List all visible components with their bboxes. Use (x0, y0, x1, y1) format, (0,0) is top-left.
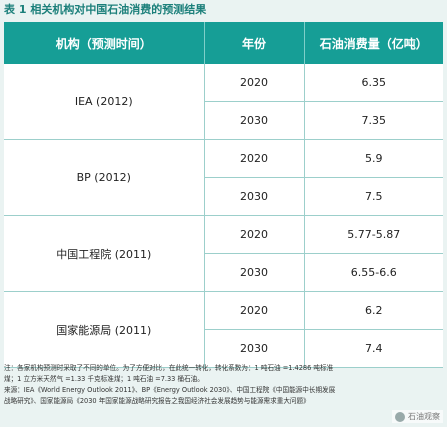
table-header-row: 机构（预测时间） 年份 石油消费量（亿吨） (4, 22, 443, 64)
watermark-text: 石油观察 (408, 412, 440, 421)
table-row: 2030 7.35 (4, 101, 443, 140)
table-row: 中国工程院 (2011) 2020 5.77-5.87 (4, 215, 443, 292)
value-cell: 7.35 (304, 101, 443, 140)
forecast-table: 机构（预测时间） 年份 石油消费量（亿吨） IEA (2012) 2020 6.… (4, 22, 443, 368)
value-cell: 6.35 (304, 64, 443, 102)
wechat-logo-icon (395, 411, 405, 422)
table-row: 2030 7.4 (4, 329, 443, 368)
table-caption: 表 1 相关机构对中国石油消费的预测结果 (4, 3, 207, 16)
note-line: 煤；1 立方米天然气 =1.33 千克标准煤；1 吨石油 =7.33 桶石油。 (4, 375, 204, 383)
year-cell: 2030 (204, 101, 305, 140)
table-row: BP (2012) 2020 5.9 (4, 139, 443, 216)
year-cell: 2020 (204, 64, 305, 102)
table-row: 国家能源局 (2011) 2020 6.2 (4, 291, 443, 368)
org-cell: 国家能源局 (2011) (4, 291, 205, 368)
table-row: 2030 6.55-6.6 (4, 253, 443, 292)
header-consumption: 石油消费量（亿吨） (304, 22, 443, 64)
org-cell: IEA (2012) (4, 64, 205, 140)
year-cell: 2020 (204, 215, 305, 254)
value-cell: 6.55-6.6 (304, 253, 443, 292)
table-row: IEA (2012) 2020 6.35 (4, 64, 443, 140)
year-cell: 2030 (204, 329, 305, 368)
source-line: 战略研究》、国家能源局《2030 年国家能源战略研究报告之我国经济社会发展趋势与… (4, 397, 310, 405)
note-line: 注：各家机构预测时采取了不同的单位。为了方便对比，在此统一转化，转化系数为：1 … (4, 364, 334, 372)
org-cell: BP (2012) (4, 139, 205, 216)
value-cell: 5.77-5.87 (304, 215, 443, 254)
value-cell: 7.4 (304, 329, 443, 368)
year-cell: 2030 (204, 253, 305, 292)
year-cell: 2020 (204, 291, 305, 330)
watermark: 石油观察 (392, 410, 443, 423)
value-cell: 5.9 (304, 139, 443, 178)
value-cell: 6.2 (304, 291, 443, 330)
table-row: 2030 7.5 (4, 177, 443, 216)
header-org: 机构（预测时间） (4, 22, 205, 64)
header-year: 年份 (204, 22, 305, 64)
year-cell: 2030 (204, 177, 305, 216)
org-cell: 中国工程院 (2011) (4, 215, 205, 292)
value-cell: 7.5 (304, 177, 443, 216)
table-notes: 注：各家机构预测时采取了不同的单位。为了方便对比，在此统一转化，转化系数为：1 … (4, 363, 443, 407)
year-cell: 2020 (204, 139, 305, 178)
source-line: 来源：IEA《World Energy Outlook 2011》、BP《Ene… (4, 386, 336, 394)
